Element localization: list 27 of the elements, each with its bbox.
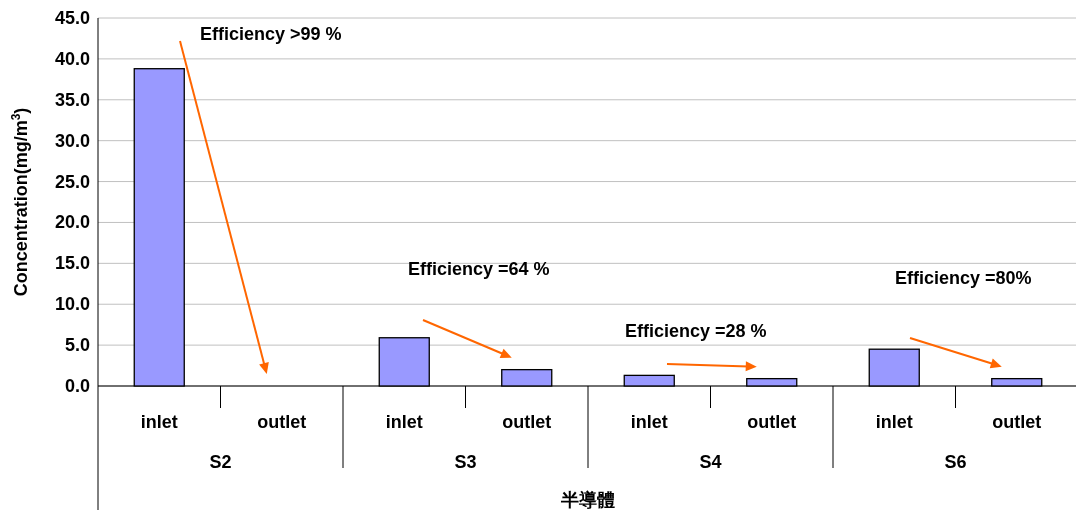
x-tick-label: outlet [502,412,552,432]
y-tick-label: 40.0 [54,48,90,69]
y-tick-label: 20.0 [54,212,90,233]
y-tick-label: 5.0 [64,335,90,356]
y-tick-label: 45.0 [54,8,90,28]
y-tick-label: 35.0 [54,89,90,110]
y-tick-label: 10.0 [54,294,90,315]
text: S3 [454,452,477,472]
x-tick-label: inlet [385,412,423,432]
annotation: Efficiency =64 % [408,259,550,279]
y-tick-label: 15.0 [54,253,90,274]
text: S4 [699,452,722,472]
x-tick-label: inlet [140,412,178,432]
annotation: Efficiency =80% [895,268,1032,288]
annotation: Efficiency >99 % [200,24,342,44]
x-tick-label: inlet [875,412,913,432]
text: S2 [209,452,232,472]
x-tick-label: outlet [747,412,797,432]
y-tick-label: 25.0 [54,171,90,192]
x-tick-label: outlet [257,412,307,432]
y-tick-label: 30.0 [54,130,90,151]
x-tick-label: outlet [992,412,1042,432]
x-tick-label: inlet [630,412,668,432]
text: S6 [944,452,967,472]
x-axis-title: 半導體 [560,490,615,510]
annotation: Efficiency =28 % [625,321,767,341]
y-tick-label: 0.0 [64,376,90,396]
